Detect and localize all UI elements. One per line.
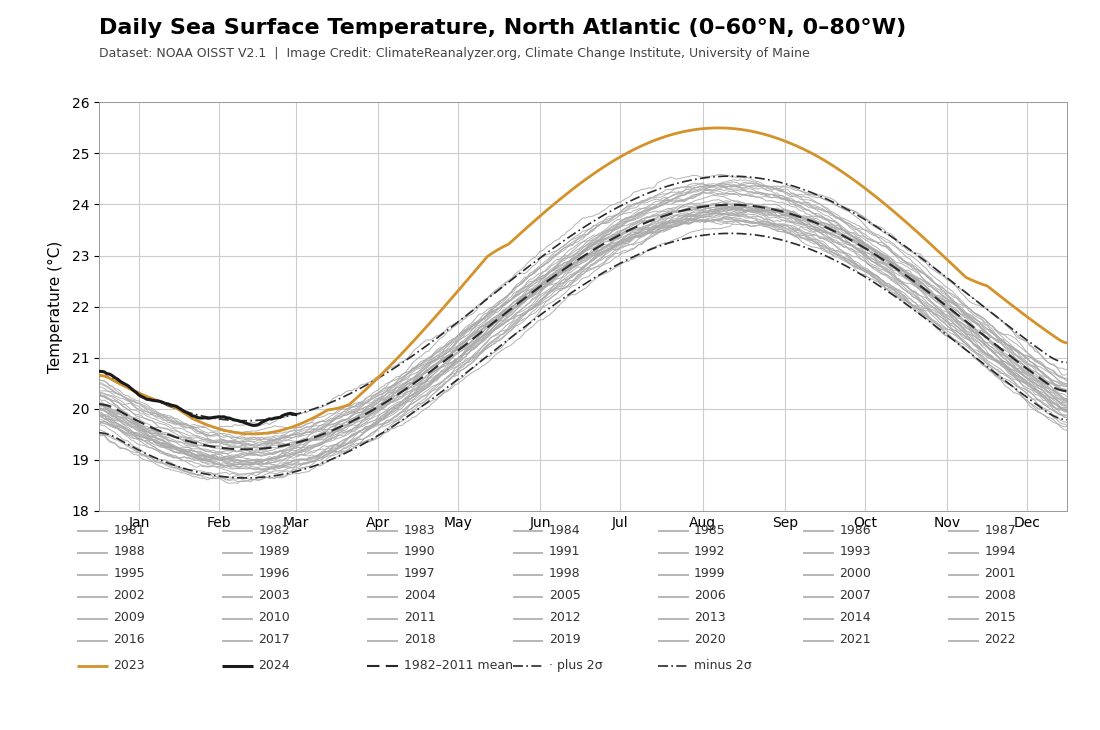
Text: 2019: 2019	[549, 633, 581, 646]
Text: 2015: 2015	[984, 611, 1016, 624]
Text: 2023: 2023	[113, 658, 145, 672]
Text: Daily Sea Surface Temperature, North Atlantic (0–60°N, 0–80°W): Daily Sea Surface Temperature, North Atl…	[99, 18, 906, 38]
Text: 2018: 2018	[404, 633, 436, 646]
Text: 1996: 1996	[258, 567, 290, 580]
Text: minus 2σ: minus 2σ	[694, 658, 752, 672]
Text: 2024: 2024	[258, 658, 290, 672]
Text: 1985: 1985	[694, 523, 726, 537]
Text: 1994: 1994	[984, 545, 1016, 558]
Text: 2005: 2005	[549, 589, 581, 602]
Text: 1982: 1982	[258, 523, 290, 537]
Text: 2010: 2010	[258, 611, 290, 624]
Text: 1981: 1981	[113, 523, 145, 537]
Text: 1990: 1990	[404, 545, 436, 558]
Text: 1997: 1997	[404, 567, 436, 580]
Text: 1982–2011 mean: 1982–2011 mean	[404, 658, 513, 672]
Text: 2013: 2013	[694, 611, 726, 624]
Text: 2004: 2004	[404, 589, 436, 602]
Text: 1999: 1999	[694, 567, 726, 580]
Text: 2022: 2022	[984, 633, 1016, 646]
Text: 1993: 1993	[839, 545, 871, 558]
Text: 2003: 2003	[258, 589, 290, 602]
Text: 2000: 2000	[839, 567, 871, 580]
Text: 1986: 1986	[839, 523, 871, 537]
Text: 2001: 2001	[984, 567, 1016, 580]
Text: · plus 2σ: · plus 2σ	[549, 658, 603, 672]
Text: 2002: 2002	[113, 589, 145, 602]
Text: 2014: 2014	[839, 611, 871, 624]
Text: Dataset: NOAA OISST V2.1  |  Image Credit: ClimateReanalyzer.org, Climate Change: Dataset: NOAA OISST V2.1 | Image Credit:…	[99, 47, 810, 61]
Text: 1995: 1995	[113, 567, 145, 580]
Text: 2009: 2009	[113, 611, 145, 624]
Text: 1998: 1998	[549, 567, 581, 580]
Text: 1989: 1989	[258, 545, 290, 558]
Text: 1992: 1992	[694, 545, 726, 558]
Text: 2012: 2012	[549, 611, 581, 624]
Text: 2011: 2011	[404, 611, 436, 624]
Text: 2008: 2008	[984, 589, 1016, 602]
Text: 1988: 1988	[113, 545, 145, 558]
Text: 1987: 1987	[984, 523, 1016, 537]
Text: 2007: 2007	[839, 589, 871, 602]
Y-axis label: Temperature (°C): Temperature (°C)	[48, 240, 63, 373]
Text: 1984: 1984	[549, 523, 581, 537]
Text: 2016: 2016	[113, 633, 145, 646]
Text: 2006: 2006	[694, 589, 726, 602]
Text: 1991: 1991	[549, 545, 581, 558]
Text: 2020: 2020	[694, 633, 726, 646]
Text: 2017: 2017	[258, 633, 290, 646]
Text: 1983: 1983	[404, 523, 436, 537]
Text: 2021: 2021	[839, 633, 871, 646]
